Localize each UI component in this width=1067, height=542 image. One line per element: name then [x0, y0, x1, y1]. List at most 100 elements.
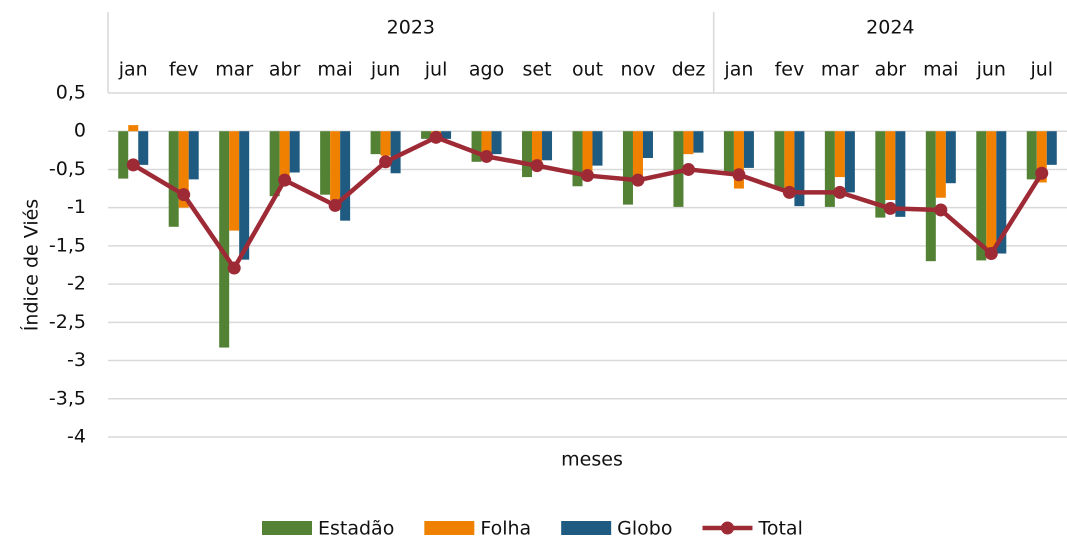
y-tick-label: 0,5 — [56, 82, 86, 104]
line-marker — [833, 185, 847, 199]
bar — [622, 131, 633, 205]
line-marker — [278, 173, 292, 187]
bar — [945, 131, 956, 184]
bar — [390, 131, 401, 174]
bar — [844, 131, 855, 193]
y-tick-label: -1 — [67, 196, 86, 218]
x-tick-label: fev — [775, 59, 805, 81]
legend-swatch — [424, 521, 475, 535]
y-axis-label: Índice de Viés — [20, 199, 43, 331]
line-marker — [883, 201, 897, 215]
bar — [875, 131, 886, 218]
x-tick-label: dez — [672, 59, 706, 81]
bar — [320, 131, 331, 195]
bar — [229, 131, 240, 231]
x-axis-label: meses — [561, 449, 623, 471]
line-marker — [782, 185, 796, 199]
x-tick-label: out — [572, 59, 603, 81]
legend-label: Estadão — [318, 518, 394, 539]
y-tick-label: -4 — [67, 426, 86, 448]
y-tick-label: -2,5 — [49, 311, 86, 333]
bar — [491, 131, 502, 155]
legend-swatch — [262, 521, 312, 535]
bar — [642, 131, 653, 158]
line-marker — [480, 149, 494, 163]
bar — [733, 131, 744, 189]
x-tick-label: abr — [875, 59, 907, 81]
bar — [128, 125, 139, 132]
bar — [542, 131, 553, 161]
bar — [289, 131, 300, 173]
x-tick-label: mar — [821, 59, 859, 81]
line-marker — [732, 168, 746, 182]
x-tick-label: jul — [424, 59, 448, 81]
line-marker — [934, 203, 948, 217]
bar — [532, 131, 543, 162]
bar — [380, 131, 391, 156]
x-tick-label: jan — [118, 59, 148, 81]
bar — [774, 131, 785, 189]
line-marker — [1035, 166, 1049, 180]
bar — [340, 131, 351, 221]
bar — [279, 131, 290, 178]
x-tick-label: jul — [1029, 59, 1053, 81]
legend-label: Folha — [480, 518, 531, 539]
bar — [743, 131, 754, 168]
bar — [673, 131, 684, 207]
bar — [824, 131, 835, 207]
bar — [572, 131, 583, 187]
y-tick-label: -3 — [67, 349, 86, 371]
bar — [178, 131, 189, 208]
bar — [370, 131, 381, 155]
x-tick-label: mai — [317, 59, 352, 81]
bar — [421, 131, 432, 139]
bar — [683, 131, 694, 155]
y-tick-label: -3,5 — [49, 387, 86, 409]
bar — [794, 131, 805, 207]
bar — [138, 131, 149, 165]
line-marker — [328, 198, 342, 212]
line-marker — [379, 155, 393, 169]
bar — [976, 131, 987, 261]
bar — [1046, 131, 1057, 165]
x-tick-label: ago — [469, 59, 504, 81]
x-tick-label: nov — [621, 59, 656, 81]
x-tick-label: jan — [723, 59, 753, 81]
line-marker — [984, 247, 998, 261]
bar — [935, 131, 946, 198]
line-marker — [177, 188, 191, 202]
legend-swatch — [720, 521, 734, 535]
bar — [441, 131, 452, 139]
line-marker — [429, 130, 443, 144]
line-marker — [126, 158, 140, 172]
bar — [996, 131, 1007, 254]
legend-label: Globo — [617, 518, 672, 539]
bar — [471, 131, 482, 162]
group-label: 2024 — [866, 17, 914, 39]
group-label: 2023 — [387, 17, 435, 39]
bar — [723, 131, 734, 175]
line-marker — [581, 169, 594, 183]
bar — [269, 131, 280, 197]
x-tick-label: mai — [923, 59, 958, 81]
bar — [784, 131, 795, 194]
legend-label: Total — [757, 518, 802, 539]
y-tick-label: 0 — [74, 120, 86, 142]
bar — [582, 131, 593, 174]
y-tick-label: -1,5 — [49, 234, 86, 256]
line-marker — [227, 261, 241, 275]
bar — [925, 131, 936, 262]
bar — [986, 131, 997, 254]
bar — [219, 131, 230, 348]
bar — [522, 131, 533, 178]
bar — [1036, 131, 1047, 183]
bar — [330, 131, 341, 201]
x-tick-label: abr — [269, 59, 301, 81]
bar — [834, 131, 845, 178]
bar — [188, 131, 199, 180]
bar — [693, 131, 704, 153]
bar — [481, 131, 492, 158]
y-tick-label: -2 — [67, 273, 86, 295]
x-tick-label: jun — [370, 59, 400, 81]
